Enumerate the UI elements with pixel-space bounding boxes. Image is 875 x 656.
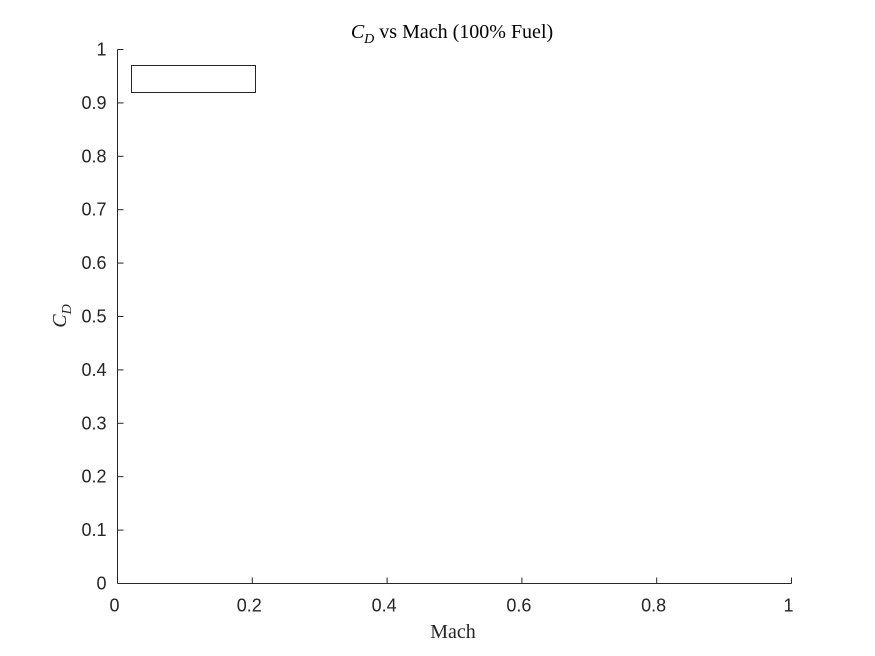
- x-tick-label: 0.6: [506, 596, 531, 616]
- y-axis-ticks: 0 0.1 0.2 0.3 0.4 0.5 0.6 0.7 0.8 0.9 1: [81, 40, 124, 594]
- x-axis-ticks: 0 0.2 0.4 0.6 0.8 1: [109, 577, 794, 616]
- chart-title-rest: vs Mach (100% Fuel): [374, 21, 553, 43]
- y-tick-label: 0.4: [81, 360, 106, 380]
- x-tick-label: 0: [109, 596, 119, 616]
- x-axis-title: Mach: [430, 621, 476, 643]
- y-axis-title-main: C: [49, 314, 71, 328]
- y-tick-label: 0: [96, 574, 106, 594]
- x-tick-label: 0.2: [237, 596, 262, 616]
- y-tick-label: 0.2: [81, 467, 106, 487]
- y-axis-title-sub: D: [60, 304, 75, 315]
- y-tick-label: 1: [96, 40, 106, 60]
- x-tick-label: 0.8: [641, 596, 666, 616]
- x-tick-label: 0.4: [372, 596, 397, 616]
- y-tick-label: 0.9: [81, 93, 106, 113]
- y-tick-label: 0.8: [81, 146, 106, 166]
- y-tick-label: 0.5: [81, 307, 106, 327]
- y-axis-title: CD: [49, 304, 75, 327]
- x-tick-label: 1: [783, 596, 793, 616]
- legend-box: [131, 65, 256, 93]
- chart-title: CD vs Mach (100% Fuel): [351, 21, 553, 47]
- y-tick-label: 0.3: [81, 413, 106, 433]
- chart-title-main: C: [351, 21, 365, 43]
- y-tick-label: 0.6: [81, 253, 106, 273]
- chart-title-sub: D: [363, 32, 374, 47]
- y-tick-label: 0.1: [81, 520, 106, 540]
- y-tick-label: 0.7: [81, 200, 106, 220]
